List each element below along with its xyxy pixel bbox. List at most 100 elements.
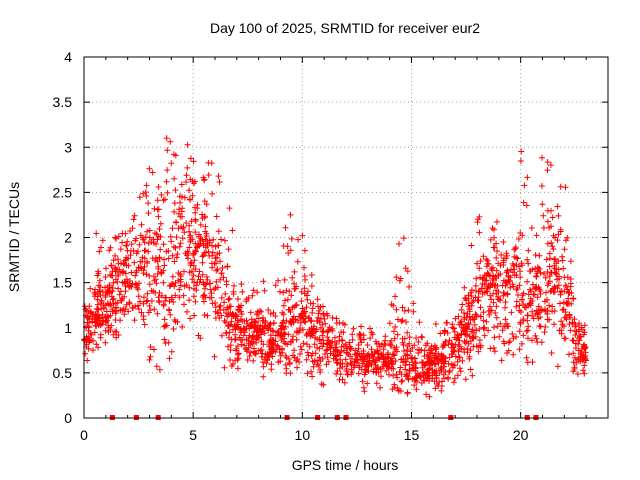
data-point xyxy=(165,339,172,346)
data-point xyxy=(186,228,193,235)
data-point xyxy=(281,276,288,283)
data-point xyxy=(468,287,475,294)
data-point xyxy=(231,282,237,289)
data-point xyxy=(212,243,219,250)
data-point xyxy=(173,254,180,261)
data-point xyxy=(167,138,174,145)
data-point xyxy=(151,346,157,353)
data-point xyxy=(507,284,514,291)
data-point xyxy=(559,253,566,260)
data-point xyxy=(189,192,196,199)
data-point xyxy=(333,370,340,377)
data-point xyxy=(473,275,480,282)
data-point xyxy=(555,231,562,238)
data-point xyxy=(238,281,245,288)
data-point xyxy=(192,216,199,223)
data-point xyxy=(210,236,217,243)
data-point xyxy=(240,332,247,339)
data-point xyxy=(152,230,158,237)
data-point xyxy=(561,335,568,342)
data-point xyxy=(258,338,265,345)
data-point xyxy=(541,329,548,336)
data-point xyxy=(261,330,268,337)
data-point xyxy=(209,249,216,256)
data-point xyxy=(302,319,309,326)
data-point xyxy=(280,243,287,249)
data-point xyxy=(140,236,147,243)
data-point xyxy=(97,292,104,299)
data-point xyxy=(423,391,430,398)
data-point xyxy=(223,310,230,316)
data-point xyxy=(576,335,582,342)
data-point xyxy=(233,312,240,319)
data-point xyxy=(314,318,321,325)
data-point xyxy=(201,249,208,256)
data-point xyxy=(153,241,159,247)
data-point xyxy=(106,288,113,295)
data-point xyxy=(97,331,104,338)
data-point xyxy=(146,281,153,288)
data-point xyxy=(462,331,469,338)
data-point xyxy=(463,297,470,304)
data-point xyxy=(476,337,483,344)
data-point xyxy=(574,371,581,377)
data-point xyxy=(361,371,368,378)
data-point xyxy=(450,348,457,355)
data-point xyxy=(215,173,222,180)
data-point xyxy=(232,331,239,338)
data-point xyxy=(489,264,496,271)
data-point xyxy=(112,276,119,283)
data-point xyxy=(152,289,159,296)
data-point xyxy=(96,248,103,255)
data-point xyxy=(175,225,182,232)
data-point xyxy=(450,379,457,386)
data-point xyxy=(165,255,172,262)
data-point xyxy=(117,288,124,295)
data-point xyxy=(246,353,253,359)
data-point xyxy=(557,300,563,307)
data-point xyxy=(217,307,224,314)
data-point xyxy=(185,255,191,262)
data-point xyxy=(138,221,145,228)
data-point xyxy=(96,288,103,295)
data-point xyxy=(129,225,136,232)
data-point xyxy=(300,340,307,347)
data-point xyxy=(546,255,553,262)
data-point xyxy=(308,272,315,278)
data-point xyxy=(554,203,561,210)
data-point xyxy=(400,341,407,348)
data-point xyxy=(169,273,176,280)
data-point xyxy=(393,371,400,378)
data-point xyxy=(206,280,213,287)
data-point xyxy=(500,277,507,284)
data-point xyxy=(391,335,398,342)
data-point xyxy=(317,324,324,331)
data-point xyxy=(566,300,573,307)
data-point xyxy=(190,262,197,269)
data-point xyxy=(270,320,277,327)
data-point xyxy=(303,292,310,299)
data-point xyxy=(488,282,494,289)
data-point xyxy=(112,328,119,335)
data-point xyxy=(116,291,123,298)
data-point xyxy=(256,307,263,314)
data-point xyxy=(396,240,402,247)
data-point xyxy=(472,282,479,289)
data-point xyxy=(446,337,453,344)
data-point xyxy=(494,218,500,225)
data-point xyxy=(287,211,294,218)
data-point xyxy=(343,363,350,369)
data-point xyxy=(263,360,270,367)
data-point xyxy=(509,281,516,288)
data-point xyxy=(502,316,509,323)
data-point xyxy=(317,304,324,310)
data-point xyxy=(179,323,186,330)
data-point xyxy=(144,297,151,304)
data-point xyxy=(259,318,266,324)
data-point xyxy=(332,334,338,341)
data-point xyxy=(202,294,209,301)
data-point xyxy=(141,263,148,270)
data-point xyxy=(421,362,428,369)
data-point xyxy=(312,350,319,357)
data-point xyxy=(152,276,159,283)
